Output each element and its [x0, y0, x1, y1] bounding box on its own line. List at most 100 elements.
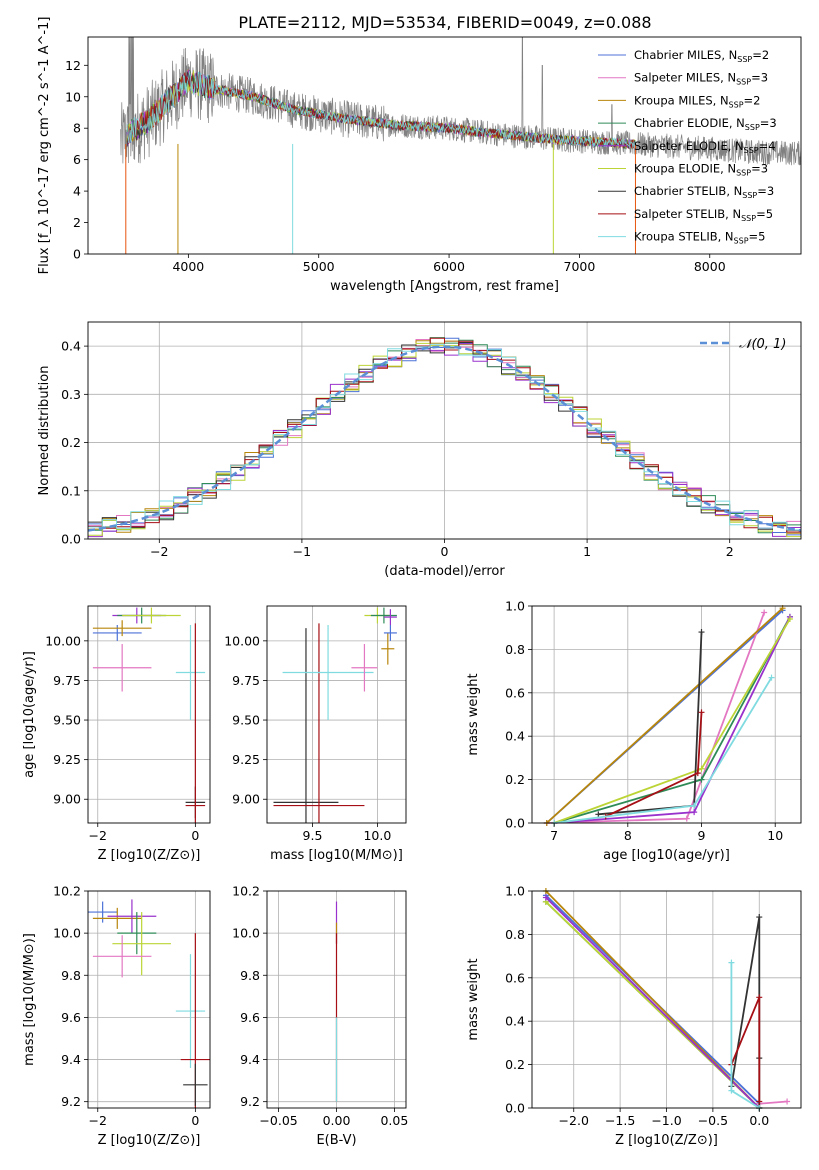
normal-legend-label: 𝒩(0, 1) — [739, 337, 786, 352]
y-tick-label: 8 — [73, 121, 81, 136]
x-tick-label: 0.00 — [323, 1113, 351, 1128]
y-tick-label: 0.0 — [505, 816, 525, 831]
y-tick-label: 0.4 — [505, 729, 525, 744]
x-axis-label: (data-model)/error — [384, 564, 505, 579]
x-tick-label: 6000 — [433, 259, 465, 274]
panel-mass-vs-Z: −2 0 9.2 9.4 9.6 9.8 10.0 10.2 Z [log10(Z/Z⊙)] ma… — [22, 884, 211, 1148]
y-tick-label: 0.4 — [61, 339, 81, 354]
x-axis-label: E(B-V) — [316, 1133, 356, 1148]
y-tick-label: 4 — [73, 184, 81, 199]
x-tick-label: 7000 — [564, 259, 596, 274]
mass-weight-marker — [683, 815, 690, 822]
x-axis-label: wavelength [Angstrom, rest frame] — [330, 279, 559, 294]
mass-weight-marker — [595, 811, 602, 818]
y-axis-label: age [log10(age/yr)] — [22, 651, 37, 778]
y-tick-label: 9.6 — [240, 1010, 260, 1025]
x-tick-label: 0 — [191, 1113, 199, 1128]
y-tick-label: 9.4 — [61, 1052, 81, 1067]
x-axis-label: Z [log10(Z/Z⊙)] — [98, 848, 201, 863]
axes-frame — [87, 36, 802, 255]
y-tick-label: 0.0 — [61, 532, 81, 547]
y-tick-label: 1.0 — [505, 884, 525, 899]
model-spectrum — [126, 71, 636, 148]
legend-label: Chabrier STELIB, NSSP=3 — [634, 184, 774, 200]
y-tick-label: 9.8 — [240, 968, 260, 983]
errorbar-group — [273, 607, 397, 823]
y-tick-label: 12 — [65, 58, 81, 73]
x-tick-label: −1.0 — [651, 1113, 681, 1128]
x-axis-label: Z [log10(Z/Z⊙)] — [98, 1133, 201, 1148]
x-tick-label: −2 — [89, 1113, 107, 1128]
mass-weight-marker — [698, 765, 705, 772]
y-tick-label: 10.00 — [45, 633, 81, 648]
y-tick-label: 0.2 — [61, 435, 81, 450]
mass-weight-marker — [784, 1098, 791, 1105]
axes-frame — [87, 605, 211, 824]
legend-label: Kroupa MILES, NSSP=2 — [634, 93, 760, 109]
mass-weight-line — [546, 607, 784, 824]
mass-weight-line — [553, 677, 773, 824]
mass-weight-marker — [768, 674, 775, 681]
mass-weight-marker — [542, 894, 549, 901]
x-tick-label: −2 — [150, 544, 168, 559]
y-tick-label: 10 — [65, 89, 81, 104]
spectrum-legend: Chabrier MILES, NSSP=2 Salpeter MILES, NS… — [598, 48, 777, 246]
y-tick-label: 0.3 — [61, 387, 81, 402]
mass-weight-marker — [756, 914, 763, 921]
axes-frame — [266, 605, 407, 824]
x-tick-label: −2.0 — [559, 1113, 589, 1128]
legend-label: Chabrier MILES, NSSP=2 — [634, 48, 769, 64]
x-tick-label: −1 — [293, 544, 311, 559]
y-tick-label: 0.0 — [505, 1101, 525, 1116]
y-tick-label: 10.00 — [224, 633, 260, 648]
panel-residuals: −2 −1 0 1 2 0.0 0.1 0.2 0.3 0.4 (data-model)/error… — [37, 321, 802, 579]
y-tick-label: 9.2 — [240, 1094, 260, 1109]
panel-age-vs-Z: −2 0 9.00 9.25 9.50 9.75 10.00 Z [log10(Z/Z⊙)] a… — [22, 605, 211, 863]
y-tick-label: 9.50 — [232, 713, 260, 728]
mass-weight-line — [605, 712, 703, 818]
x-tick-label: 1 — [583, 544, 591, 559]
x-tick-label: 9 — [698, 828, 706, 843]
y-tick-label: 0.2 — [505, 1057, 525, 1072]
panel-weight-vs-age: 7 8 9 10 0.0 0.2 0.4 0.6 0.8 1.0 age [log10(age/yr… — [466, 599, 802, 863]
y-tick-label: 0.6 — [505, 970, 525, 985]
y-tick-label: 9.25 — [232, 752, 260, 767]
mass-weight-marker — [698, 776, 705, 783]
x-tick-label: 5000 — [303, 259, 335, 274]
y-tick-label: 1.0 — [505, 599, 525, 614]
y-tick-label: 9.75 — [53, 673, 81, 688]
y-tick-label: 9.25 — [53, 752, 81, 767]
y-tick-label: 0.4 — [505, 1014, 525, 1029]
mass-weight-line — [545, 896, 760, 1109]
spectrum-plot-area — [120, 37, 801, 254]
y-tick-label: 6 — [73, 152, 81, 167]
legend-label: Salpeter ELODIE, NSSP=4 — [634, 139, 776, 155]
x-tick-label: 7 — [550, 828, 558, 843]
figure-title: PLATE=2112, MJD=53534, FIBERID=0049, z=0… — [238, 13, 651, 32]
mass-weight-marker — [698, 629, 705, 636]
legend-label: Salpeter MILES, NSSP=3 — [634, 71, 768, 87]
y-tick-label: 0.8 — [505, 642, 525, 657]
legend-label: Kroupa STELIB, NSSP=5 — [634, 230, 765, 246]
y-axis-label: mass [log10(M/M⊙)] — [22, 933, 37, 1066]
panel-weight-vs-Z: −2.0 −1.5 −1.0 −0.5 0.0 0.0 0.2 0.4 0.6 0.8 1.0 Z [… — [466, 884, 802, 1148]
errorbar-group — [88, 899, 210, 1108]
x-tick-label: 0 — [191, 828, 199, 843]
x-tick-label: −2 — [89, 828, 107, 843]
legend-label: Salpeter STELIB, NSSP=5 — [634, 207, 773, 223]
mass-weight-marker — [728, 1087, 735, 1094]
mass-weight-marker — [694, 770, 701, 777]
mass-weight-marker — [698, 709, 705, 716]
mass-weight-marker — [756, 994, 763, 1001]
x-tick-label: 8000 — [694, 259, 726, 274]
panels-layer: 4000 5000 6000 7000 8000024681012wavelength … — [22, 17, 802, 1148]
mass-weight-line — [553, 616, 791, 824]
y-tick-label: 0.6 — [505, 685, 525, 700]
x-tick-label: 9.5 — [303, 828, 323, 843]
x-tick-label: −0.5 — [698, 1113, 728, 1128]
y-tick-label: 9.75 — [232, 673, 260, 688]
y-tick-label: 10.0 — [232, 926, 260, 941]
mass-weight-marker — [786, 616, 793, 623]
y-tick-label: 0.1 — [61, 483, 81, 498]
